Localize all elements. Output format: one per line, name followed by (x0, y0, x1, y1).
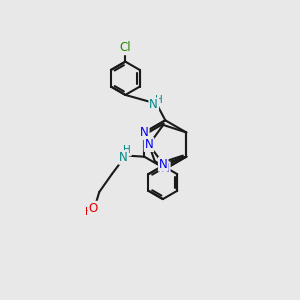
Text: N: N (140, 126, 149, 139)
Text: N: N (119, 151, 128, 164)
Text: O: O (88, 202, 98, 215)
Text: N: N (145, 138, 153, 151)
Text: N: N (149, 98, 158, 111)
Text: H: H (85, 207, 93, 218)
Text: N: N (159, 158, 168, 171)
Text: N: N (161, 162, 170, 175)
Text: H: H (123, 146, 131, 155)
Text: Cl: Cl (119, 41, 131, 54)
Text: H: H (155, 94, 163, 104)
